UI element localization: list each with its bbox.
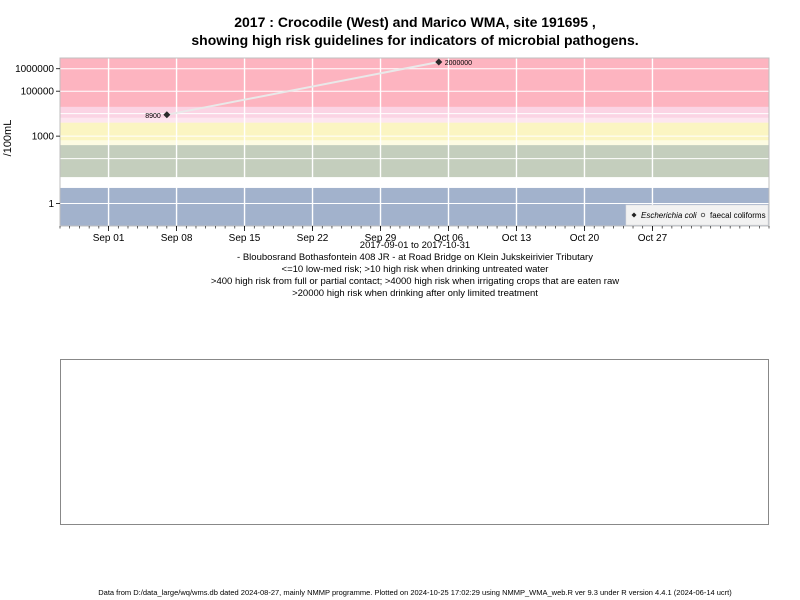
legend-marker-e-coli xyxy=(631,212,637,218)
x-tick-label-7: Oct 20 xyxy=(570,233,600,244)
legend-label-e-coli: Escherichia coli xyxy=(641,211,697,220)
guideline-band-1 xyxy=(60,177,769,188)
caption-guideline-1: <=10 low-med risk; >10 high risk when dr… xyxy=(281,264,549,275)
caption-date-range: 2017-09-01 to 2017-10-31 xyxy=(359,240,471,251)
x-tick-label-6: Oct 13 xyxy=(502,233,532,244)
bacteria-chart: Sep 01 Sep 08 Sep 15 Sep 22 Sep 29 Oct 06 Oct … xyxy=(15,57,770,244)
data-label-0: 8900 xyxy=(145,113,161,120)
guideline-band-5 xyxy=(60,117,769,123)
chart-title-line1: 2017 : Crocodile (West) and Marico WMA, … xyxy=(234,14,596,30)
caption-site: - Bloubosrand Bothasfontein 408 JR - at … xyxy=(237,252,593,263)
plot-border xyxy=(59,57,770,227)
x-tick-label-0: Sep 01 xyxy=(93,233,125,244)
x-tick-label-2: Sep 15 xyxy=(229,233,261,244)
guideline-band-7 xyxy=(60,58,769,107)
legend-label-faecal-coliforms: faecal coliforms xyxy=(710,211,766,220)
caption-guideline-3: >20000 high risk when drinking after onl… xyxy=(292,288,538,299)
x-tick-label-4: Sep 29 xyxy=(365,233,397,244)
chart-title-line2: showing high risk guidelines for indicat… xyxy=(191,32,639,48)
legend-marker-faecal-coliforms xyxy=(700,212,706,218)
x-tick-label-3: Sep 22 xyxy=(297,233,329,244)
x-tick-label-5: Oct 06 xyxy=(434,233,464,244)
guideline-band-2 xyxy=(60,145,769,178)
empty-plot-panel xyxy=(60,359,769,525)
y-tick-label-0: 1 xyxy=(48,199,54,210)
guideline-band-3 xyxy=(60,140,769,146)
footer-note: Data from D:/data_large/wq/wms.db dated … xyxy=(98,588,732,597)
guideline-band-6 xyxy=(60,106,769,118)
data-label-1: 2000000 xyxy=(445,60,472,67)
x-tick-label-1: Sep 08 xyxy=(161,233,193,244)
data-point-1 xyxy=(435,58,443,66)
series-line-0 xyxy=(166,60,439,116)
legend-box xyxy=(625,204,769,226)
caption-guideline-2: >400 high risk from full or partial cont… xyxy=(210,276,620,287)
y-tick-label-3: 1000000 xyxy=(15,64,54,75)
guideline-band-4 xyxy=(60,122,769,141)
y-tick-label-2: 100000 xyxy=(21,87,55,98)
data-point-0 xyxy=(163,111,171,119)
y-tick-label-1: 1000 xyxy=(32,132,55,143)
x-tick-label-8: Oct 27 xyxy=(638,233,668,244)
